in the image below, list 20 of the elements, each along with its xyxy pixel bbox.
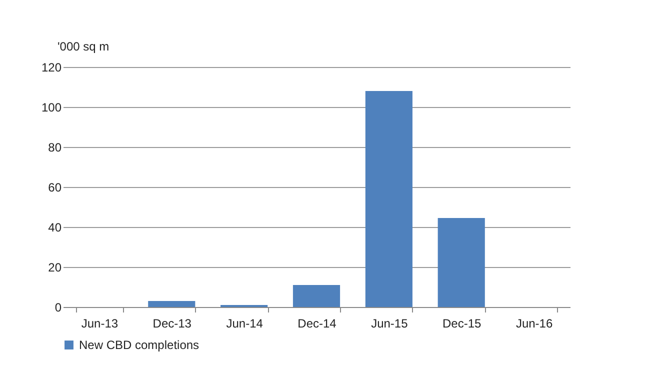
x-tick-label: Dec-15 [442,316,482,330]
bar [292,285,340,307]
legend-label: New CBD completions [79,338,200,352]
y-tick-label: 20 [48,260,62,274]
bar [438,218,485,307]
y-tick-label: 100 [41,100,62,114]
bar [148,301,196,307]
x-tick-label: Dec-13 [152,316,192,330]
y-axis-title: '000 sq m [58,40,110,54]
y-tick-label: 0 [54,300,62,314]
y-tick-label: 40 [48,220,62,234]
y-tick-label: 60 [48,180,62,194]
x-tick-label: Jun-14 [226,316,264,330]
x-tick-label: Dec-14 [298,316,337,330]
y-tick-label: 80 [48,140,62,154]
x-tick-label: Jun-13 [81,316,118,330]
x-tick-label: Jun-15 [371,316,408,330]
bar [365,91,412,307]
x-tick-label: Jun-16 [516,316,553,330]
y-tick-label: 120 [41,60,62,74]
